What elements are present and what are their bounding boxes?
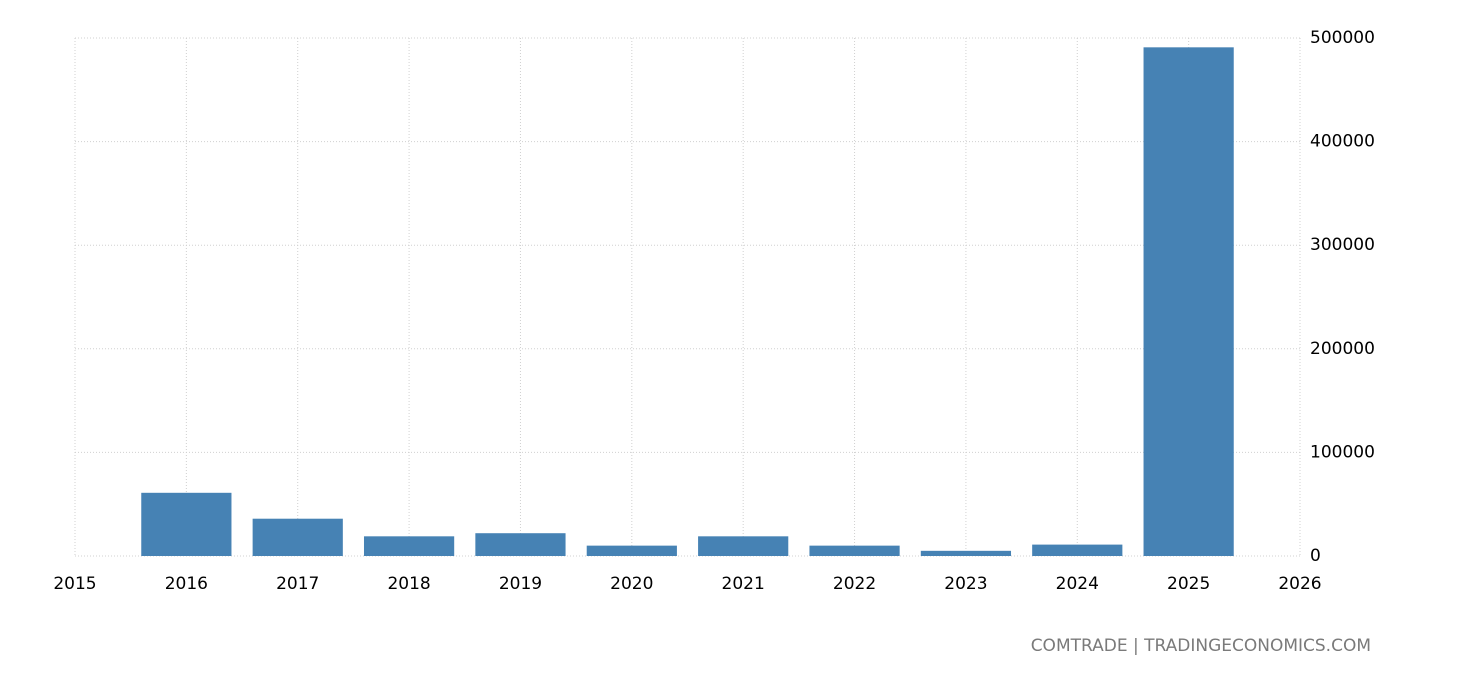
y-tick-label: 0 [1310,546,1321,566]
x-tick-label: 2026 [1278,574,1321,594]
source-label: COMTRADE | TRADINGECONOMICS.COM [1031,636,1371,656]
x-tick-label: 2020 [610,574,653,594]
y-tick-label: 200000 [1310,339,1375,359]
x-tick-label: 2024 [1056,574,1099,594]
bar [1032,544,1123,556]
x-tick-label: 2015 [53,574,96,594]
x-tick-label: 2019 [499,574,542,594]
x-tick-label: 2023 [944,574,987,594]
y-tick-label: 500000 [1310,28,1375,48]
bar [1143,47,1234,556]
x-tick-label: 2021 [722,574,765,594]
y-tick-label: 300000 [1310,235,1375,255]
y-tick-label: 100000 [1310,442,1375,462]
bar [586,545,677,556]
x-tick-label: 2018 [387,574,430,594]
bar [252,518,343,556]
bar [698,536,789,556]
x-tick-label: 2016 [165,574,208,594]
x-tick-label: 2017 [276,574,319,594]
y-tick-label: 400000 [1310,132,1375,152]
bar [475,533,566,556]
bar [809,545,900,556]
x-tick-label: 2022 [833,574,876,594]
bar [141,492,232,556]
x-tick-label: 2025 [1167,574,1210,594]
bar [920,550,1012,556]
bar [363,536,455,556]
